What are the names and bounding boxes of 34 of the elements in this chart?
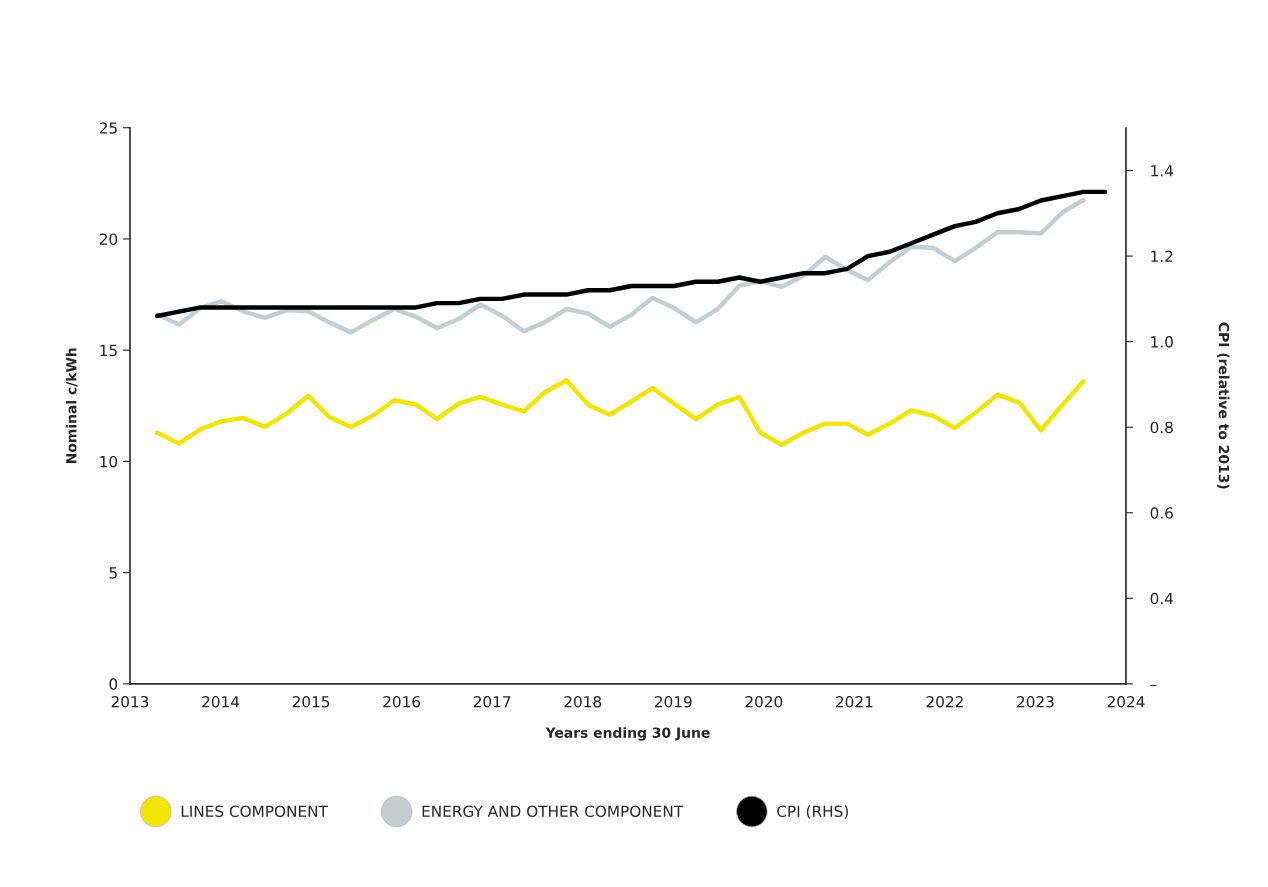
- y2-tick-label: 0.4: [1150, 592, 1174, 605]
- x-axis-title: Years ending 30 June: [545, 727, 710, 741]
- y-tick-label: 15: [100, 344, 117, 357]
- y2-tick-label: 0.6: [1150, 507, 1173, 519]
- x-tick-label: 2024: [1107, 695, 1145, 708]
- line-series: [154, 189, 1108, 319]
- y2-axis-title: CPI (relative to 2013): [1217, 322, 1230, 489]
- y2-tick-label: 1.2: [1151, 250, 1173, 262]
- legend-label: CPI (RHS): [777, 805, 848, 819]
- line-series: [154, 378, 1086, 447]
- y-tick-label: 5: [109, 567, 117, 579]
- line-series: [154, 197, 1086, 335]
- y-tick-label: 0: [109, 678, 118, 690]
- x-tick-label: 2018: [564, 695, 602, 708]
- x-tick-label: 2021: [836, 695, 873, 708]
- y2-tick-label: 1.4: [1151, 165, 1174, 177]
- x-tick-label: 2017: [473, 695, 511, 708]
- x-tick-label: 2016: [383, 695, 421, 708]
- y-axis-title: Nominal c/kWh: [65, 348, 78, 464]
- legend-label: ENERGY AND OTHER COMPONENT: [422, 805, 684, 818]
- y-tick-label: 20: [99, 233, 118, 245]
- x-tick-label: 2019: [654, 695, 692, 708]
- x-tick-label: 2015: [292, 695, 330, 708]
- y2-tick-label: 0.8: [1150, 421, 1173, 434]
- y2-tick-label: –: [1150, 684, 1157, 687]
- y-tick-label: 25: [99, 122, 117, 134]
- y2-tick-label: 1.0: [1151, 336, 1173, 348]
- y-tick-label: 10: [100, 455, 118, 468]
- x-tick-label: 2020: [745, 695, 783, 708]
- x-tick-label: 2022: [926, 695, 963, 708]
- x-tick-label: 2013: [111, 695, 149, 708]
- x-tick-label: 2023: [1017, 695, 1054, 708]
- x-tick-label: 2014: [202, 695, 240, 708]
- legend-label: LINES COMPONENT: [181, 805, 328, 818]
